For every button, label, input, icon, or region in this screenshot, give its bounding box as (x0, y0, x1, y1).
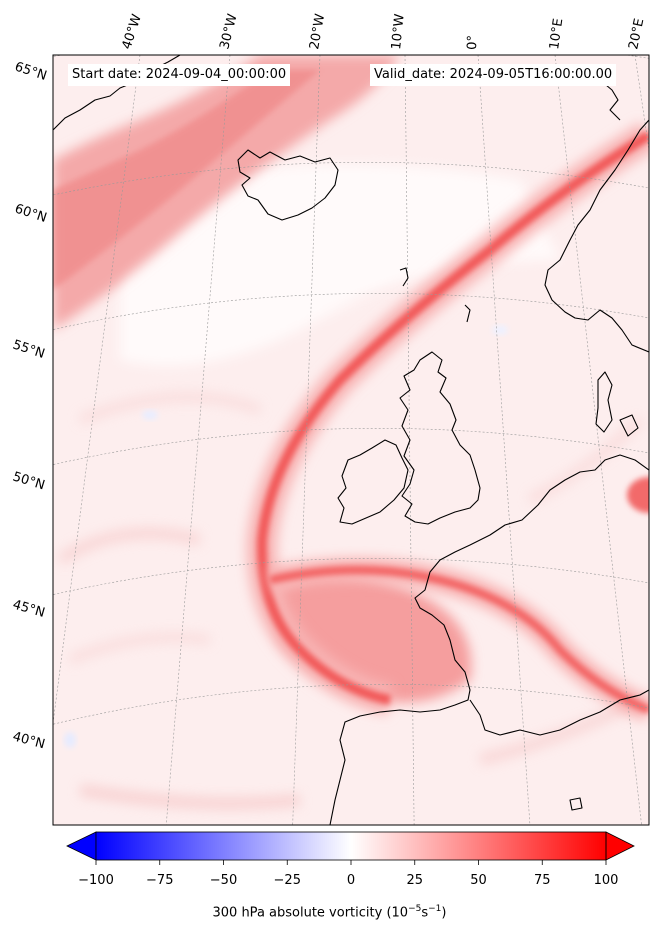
lon-label: 0° (465, 35, 481, 50)
lat-label: 50°N (11, 469, 47, 493)
lon-label: 20°W (307, 13, 328, 51)
colorbar-label-exp1: −5 (408, 904, 422, 914)
colorbar-extend-low (66, 831, 97, 861)
lat-label: 65°N (13, 60, 49, 84)
colorbar-tick-label: 0 (347, 873, 355, 888)
map-frame (52, 54, 650, 826)
lon-label: 10°E (547, 18, 566, 51)
colorbar-extend-high (605, 831, 635, 861)
lat-label: 60°N (13, 202, 49, 226)
colorbar-tick-label: 100 (594, 873, 619, 888)
colorbar-gradient (96, 832, 606, 860)
colorbar: −100 −75 −50 −25 0 25 50 75 100 (66, 831, 635, 888)
lat-label: 55°N (11, 338, 47, 362)
colorbar-label-mid: s (421, 905, 429, 921)
lat-label: 45°N (11, 597, 47, 620)
valid-date-label: Valid_date: 2024-09-05T16:00:00.00 (370, 64, 617, 86)
colorbar-tick-label: −50 (210, 873, 237, 888)
colorbar-label: 300 hPa absolute vorticity (10−5s−1) (0, 904, 659, 920)
colorbar-tick-label: −25 (274, 873, 301, 888)
colorbar-ticks: −100 −75 −50 −25 0 25 50 75 100 (78, 860, 618, 888)
coastlines (53, 55, 649, 825)
colorbar-tick-label: 50 (470, 873, 487, 888)
graticule (53, 55, 649, 825)
lon-label: 30°W (217, 12, 240, 51)
map-field (53, 55, 649, 825)
lon-label: 20°E (626, 17, 647, 51)
colorbar-label-suffix: ) (441, 905, 447, 921)
colorbar-tick-label: 25 (406, 873, 423, 888)
lon-label: 10°W (389, 13, 408, 50)
colorbar-tick-label: −100 (78, 873, 114, 888)
start-date-label: Start date: 2024-09-04_00:00:00 (68, 64, 291, 86)
lon-labels: 40°W 30°W 20°W 10°W 0° 10°E 20°E (120, 12, 648, 51)
lat-labels: 65°N 60°N 55°N 50°N 45°N 40°N (11, 60, 49, 753)
colorbar-tick-label: 75 (534, 873, 551, 888)
lat-label: 40°N (11, 729, 47, 752)
lon-label: 40°W (120, 12, 145, 51)
colorbar-label-prefix: 300 hPa absolute vorticity (10 (212, 905, 409, 921)
colorbar-label-exp2: −1 (428, 904, 442, 914)
colorbar-tick-label: −75 (146, 873, 173, 888)
